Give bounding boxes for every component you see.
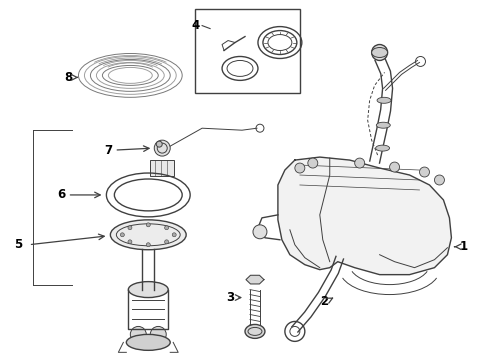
Ellipse shape bbox=[376, 122, 390, 128]
Circle shape bbox=[165, 240, 169, 244]
Circle shape bbox=[130, 327, 147, 342]
Ellipse shape bbox=[376, 145, 390, 151]
Circle shape bbox=[253, 225, 267, 239]
Bar bbox=[195, 9, 300, 93]
Circle shape bbox=[128, 240, 132, 244]
Ellipse shape bbox=[110, 220, 186, 250]
Text: 3: 3 bbox=[226, 291, 234, 304]
Text: 2: 2 bbox=[319, 295, 328, 308]
Text: 8: 8 bbox=[64, 71, 73, 84]
Ellipse shape bbox=[128, 282, 168, 298]
Text: 6: 6 bbox=[57, 188, 66, 202]
Circle shape bbox=[154, 140, 170, 156]
Circle shape bbox=[435, 175, 444, 185]
Circle shape bbox=[390, 162, 399, 172]
Circle shape bbox=[355, 158, 365, 168]
Circle shape bbox=[371, 45, 388, 60]
Polygon shape bbox=[246, 275, 264, 284]
Ellipse shape bbox=[245, 324, 265, 338]
Ellipse shape bbox=[377, 97, 391, 103]
Bar bbox=[150, 160, 174, 176]
Circle shape bbox=[172, 233, 176, 237]
Text: 5: 5 bbox=[14, 238, 23, 251]
Polygon shape bbox=[278, 157, 451, 275]
Circle shape bbox=[147, 223, 150, 227]
Circle shape bbox=[156, 141, 162, 147]
Circle shape bbox=[419, 167, 429, 177]
Circle shape bbox=[165, 226, 169, 230]
Ellipse shape bbox=[126, 334, 170, 350]
Circle shape bbox=[295, 163, 305, 173]
Ellipse shape bbox=[371, 48, 388, 58]
Text: 7: 7 bbox=[104, 144, 112, 157]
Circle shape bbox=[128, 226, 132, 230]
Text: 1: 1 bbox=[460, 240, 467, 253]
Circle shape bbox=[150, 327, 166, 342]
Circle shape bbox=[147, 243, 150, 247]
Circle shape bbox=[308, 158, 318, 168]
Circle shape bbox=[121, 233, 124, 237]
Text: 4: 4 bbox=[192, 19, 200, 32]
